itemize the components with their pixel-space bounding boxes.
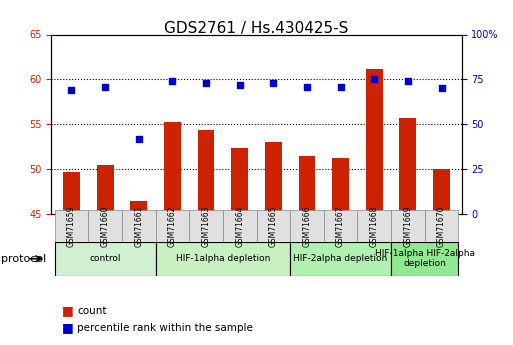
Point (303, 84, 311, 89)
Bar (332, 158, 349, 214)
FancyBboxPatch shape (122, 210, 155, 241)
Text: GDS2761 / Hs.430425-S: GDS2761 / Hs.430425-S (164, 21, 349, 36)
Text: GSM71663: GSM71663 (202, 205, 210, 247)
Text: GSM71670: GSM71670 (437, 205, 446, 247)
FancyBboxPatch shape (189, 210, 223, 241)
Text: GSM71669: GSM71669 (403, 205, 412, 247)
Bar (198, 130, 214, 214)
Point (101, 84, 109, 89)
Bar (130, 201, 147, 214)
Text: HIF-1alpha depletion: HIF-1alpha depletion (175, 254, 270, 263)
Text: GSM71660: GSM71660 (101, 205, 110, 247)
Point (337, 84, 345, 89)
Bar (265, 142, 282, 214)
Text: GSM71666: GSM71666 (303, 205, 311, 247)
FancyBboxPatch shape (88, 210, 122, 241)
Text: ■: ■ (62, 304, 73, 317)
Text: GSM71661: GSM71661 (134, 205, 143, 247)
FancyBboxPatch shape (223, 210, 256, 241)
Text: GSM71659: GSM71659 (67, 205, 76, 247)
Text: HIF-1alpha HIF-2alpha
depletion: HIF-1alpha HIF-2alpha depletion (374, 249, 475, 268)
Bar (97, 166, 113, 214)
FancyBboxPatch shape (391, 210, 425, 241)
Point (168, 78, 176, 84)
Text: HIF-2alpha depletion: HIF-2alpha depletion (293, 254, 388, 263)
FancyBboxPatch shape (324, 210, 358, 241)
FancyBboxPatch shape (55, 210, 88, 241)
FancyBboxPatch shape (290, 210, 324, 241)
Point (370, 77, 379, 82)
FancyBboxPatch shape (55, 241, 155, 276)
FancyBboxPatch shape (391, 241, 458, 276)
FancyBboxPatch shape (290, 241, 391, 276)
Text: GSM71668: GSM71668 (370, 205, 379, 247)
FancyBboxPatch shape (155, 210, 189, 241)
Text: percentile rank within the sample: percentile rank within the sample (77, 323, 253, 333)
Point (404, 78, 412, 84)
Text: protocol: protocol (1, 254, 46, 264)
Bar (63, 172, 80, 214)
Bar (164, 121, 181, 214)
FancyBboxPatch shape (358, 210, 391, 241)
FancyBboxPatch shape (256, 210, 290, 241)
Point (438, 86, 446, 91)
Bar (433, 169, 450, 214)
Text: control: control (89, 254, 121, 263)
Text: ■: ■ (62, 321, 73, 334)
Point (67, 87, 75, 93)
Point (235, 82, 244, 88)
FancyBboxPatch shape (155, 241, 290, 276)
Text: count: count (77, 306, 107, 315)
Point (202, 80, 210, 86)
Point (134, 136, 143, 141)
FancyBboxPatch shape (425, 210, 458, 241)
Text: GSM71664: GSM71664 (235, 205, 244, 247)
Bar (231, 148, 248, 214)
Text: GSM71662: GSM71662 (168, 205, 177, 247)
Bar (299, 156, 315, 214)
Text: GSM71665: GSM71665 (269, 205, 278, 247)
Bar (400, 118, 416, 214)
Text: GSM71667: GSM71667 (336, 205, 345, 247)
Bar (366, 69, 383, 214)
Point (269, 80, 278, 86)
